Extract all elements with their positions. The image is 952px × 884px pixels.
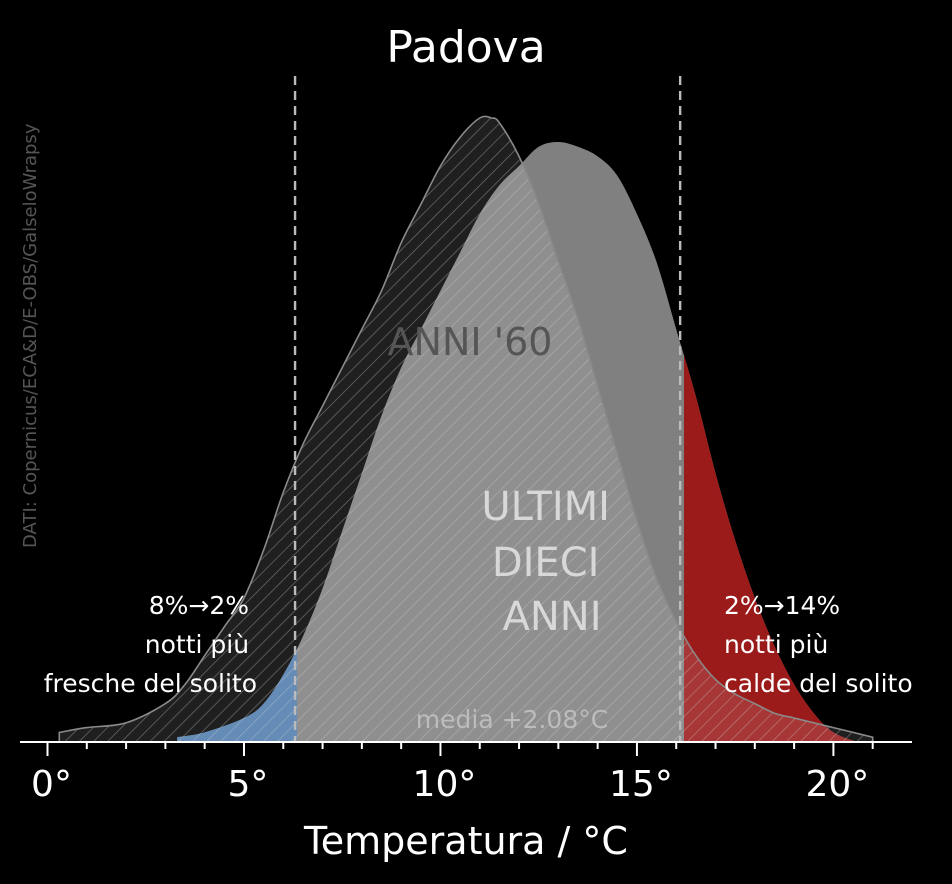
warm-note-line-3: calde del solito xyxy=(724,669,913,698)
new-series-label: ULTIMI DIECI ANNI xyxy=(481,484,622,640)
sixties-area-hatch xyxy=(59,116,873,743)
chart-title: Padova xyxy=(386,22,545,73)
old-series-label: ANNI '60 xyxy=(388,320,553,364)
cool-note-line-1: 8%→2% xyxy=(149,591,249,620)
cool-note-line-3: fresche del solito xyxy=(44,669,257,698)
x-tick-label: 15° xyxy=(609,764,673,805)
data-credit: DATI: Copernicus/ECA&D/E-OBS/GalseloWrap… xyxy=(20,123,41,548)
x-tick-label: 10° xyxy=(413,764,477,805)
new-series-label-line-2: DIECI xyxy=(492,540,600,586)
recent-warm-tail xyxy=(684,355,857,742)
new-series-label-line-3: ANNI xyxy=(502,594,601,640)
new-series-label-line-1: ULTIMI xyxy=(481,484,610,530)
mean-shift-label: media +2.08°C xyxy=(416,705,608,734)
warm-nights-note: 2%→14% notti più calde del solito xyxy=(724,591,913,698)
sixties-area-outline xyxy=(58,115,874,743)
cool-nights-note: 8%→2% notti più fresche del solito xyxy=(44,591,257,698)
warm-note-line-1: 2%→14% xyxy=(724,591,840,620)
x-tick-label: 5° xyxy=(228,764,269,805)
warm-note-line-2: notti più xyxy=(724,630,828,659)
x-axis-label: Temperatura / °C xyxy=(303,819,628,863)
x-tick-label: 20° xyxy=(806,764,870,805)
cool-note-line-2: notti più xyxy=(145,630,249,659)
x-tick-label: 0° xyxy=(31,764,72,805)
